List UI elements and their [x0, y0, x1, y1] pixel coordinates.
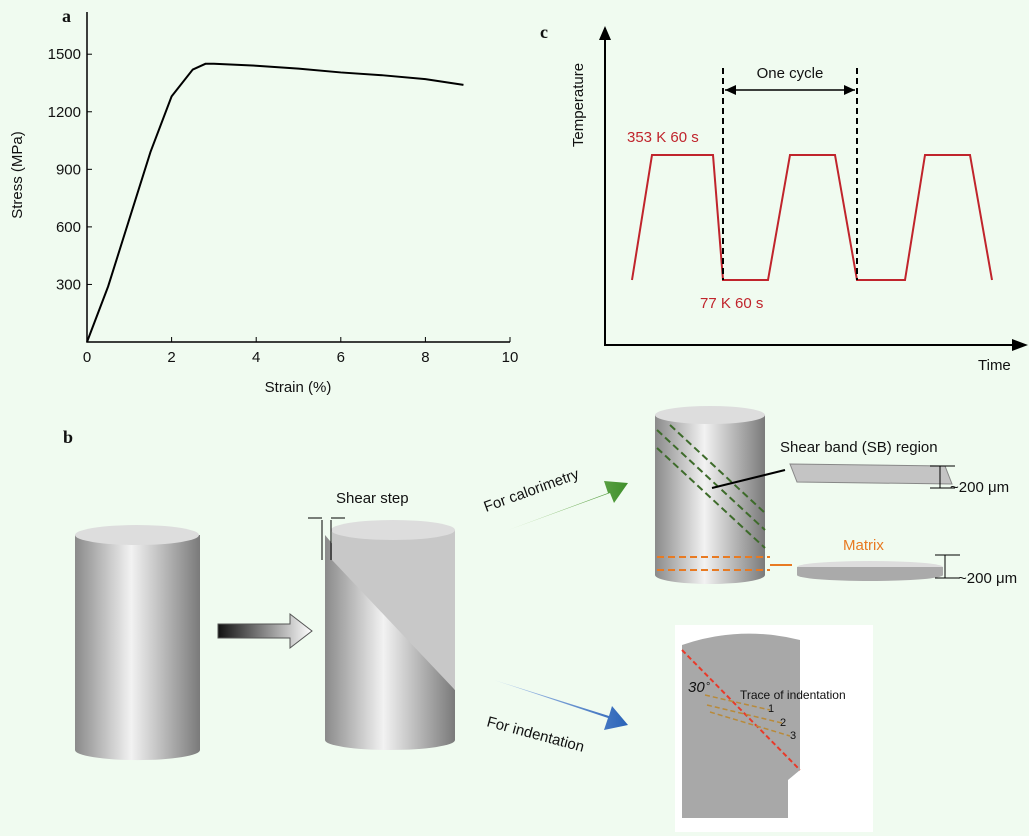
indentation-label: For indentation [485, 713, 586, 755]
panel-a: a Strain (%) Stress (MPa) 0 2 4 6 8 10 300 600 9… [9, 6, 518, 396]
cylinder-top [655, 406, 765, 424]
x-tick-label: 0 [83, 349, 91, 366]
cycle-bounds [722, 68, 858, 280]
x-tick-label: 4 [252, 349, 260, 366]
matrix-label: Matrix [843, 537, 884, 554]
indent-traces [704, 694, 791, 737]
panel-c: c Temperature Time One cycle 353 K 60 s … [540, 22, 1028, 374]
y-axis-label: Stress (MPa) [9, 131, 26, 219]
x-tick-label: 8 [421, 349, 429, 366]
matrix-disc [797, 567, 943, 581]
y-tick-label: 1500 [48, 46, 81, 63]
x-axis-label: Strain (%) [265, 379, 332, 396]
cylinder-top [75, 525, 199, 545]
x-tick-label: 6 [337, 349, 345, 366]
sb-thickness: ~200 μm [950, 479, 1009, 496]
indentation-arrow [494, 680, 628, 730]
y-axis-label: Temperature [570, 63, 587, 147]
trace-number: 3 [790, 730, 796, 742]
degree-label: ° [706, 681, 710, 693]
sb-pointer [711, 469, 786, 489]
shear-step-marker [308, 517, 345, 560]
arrow [217, 612, 313, 650]
cylinder [75, 535, 200, 761]
trace-number: 1 [768, 703, 774, 715]
panel-label: b [63, 427, 73, 447]
axes [86, 12, 510, 343]
shear-face [332, 530, 455, 690]
shear-trace [681, 649, 801, 771]
x-tick-label: 2 [167, 349, 175, 366]
trace-number: 2 [780, 717, 786, 729]
panel-label: c [540, 22, 548, 42]
x-axis-label: Time [978, 357, 1011, 374]
cylinder [655, 415, 765, 584]
angle-label: 30 [688, 679, 705, 696]
trace-label: Trace of indentation [740, 688, 846, 702]
panel-label: a [62, 6, 71, 26]
stress-strain-curve [86, 62, 464, 343]
y-tick-label: 1200 [48, 104, 81, 121]
calorimetry-arrow [492, 481, 628, 536]
temperature-curve [631, 154, 993, 281]
hot-label: 353 K 60 s [627, 129, 699, 146]
matrix-thickness: ~200 μm [958, 570, 1017, 587]
x-tick-label: 10 [502, 349, 519, 366]
cylinder-top [331, 520, 455, 540]
sb-slice [789, 463, 953, 485]
cold-label: 77 K 60 s [700, 295, 763, 312]
shear-step-label: Shear step [336, 490, 409, 507]
y-tick-label: 600 [56, 219, 81, 236]
thickness-markers [930, 465, 960, 579]
y-tick-label: 900 [56, 161, 81, 178]
calorimetry-label: For calorimetry [482, 465, 582, 515]
sb-lines [656, 424, 766, 549]
y-tick-label: 300 [56, 276, 81, 293]
panel-b: b Shear step For calorimetry For indenta… [63, 406, 1017, 832]
matrix-lines [657, 556, 770, 571]
axes [604, 28, 1022, 346]
cycle-label: One cycle [757, 65, 824, 82]
sb-label: Shear band (SB) region [780, 439, 938, 456]
sheared-cylinder [325, 535, 455, 750]
